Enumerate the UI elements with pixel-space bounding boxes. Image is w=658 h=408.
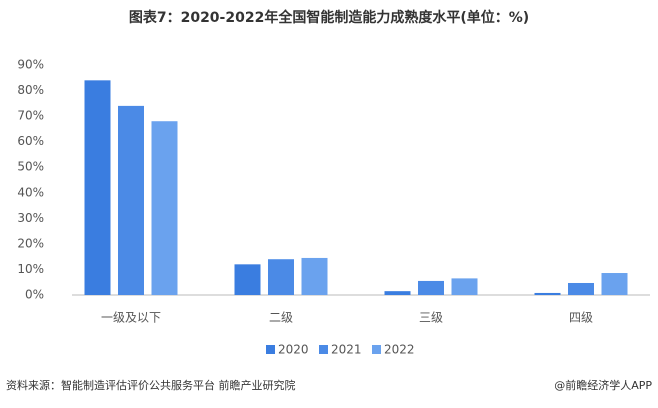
bar [601,273,628,295]
legend-label: 2022 [384,343,415,357]
bar [568,282,594,295]
y-tick-label: 70% [17,109,44,123]
y-tick-label: 90% [17,58,44,72]
chart-title: 图表7：2020-2022年全国智能制造能力成熟度水平(单位：%) [129,9,529,26]
legend-label: 2020 [278,343,309,357]
y-tick-label: 50% [17,160,44,174]
bar [118,105,144,295]
y-tick-label: 40% [17,185,44,199]
y-tick-label: 20% [17,236,44,250]
y-tick-label: 30% [17,211,44,225]
y-tick-label: 80% [17,83,44,97]
bar [418,280,444,295]
x-tick-label: 四级 [569,311,593,325]
legend-swatch [319,345,328,354]
bar [84,80,111,295]
legend-swatch [372,345,381,354]
credit: @前瞻经济学人APP [554,378,652,392]
y-tick-label: 60% [17,134,44,148]
bar [234,264,261,295]
y-tick-label: 0% [25,288,44,302]
y-tick-label: 10% [17,262,44,276]
bar [301,257,328,295]
x-tick-label: 三级 [419,311,443,325]
source: 资料来源：智能制造评估评价公共服务平台 前瞻产业研究院 [6,378,296,392]
bar [384,291,411,295]
legend-label: 2021 [331,343,362,357]
x-tick-label: 二级 [269,311,293,325]
bar [451,278,478,295]
x-tick-label: 一级及以下 [101,311,161,325]
bar [534,292,561,295]
bar [268,259,294,295]
bar [151,121,178,295]
legend-swatch [266,345,275,354]
